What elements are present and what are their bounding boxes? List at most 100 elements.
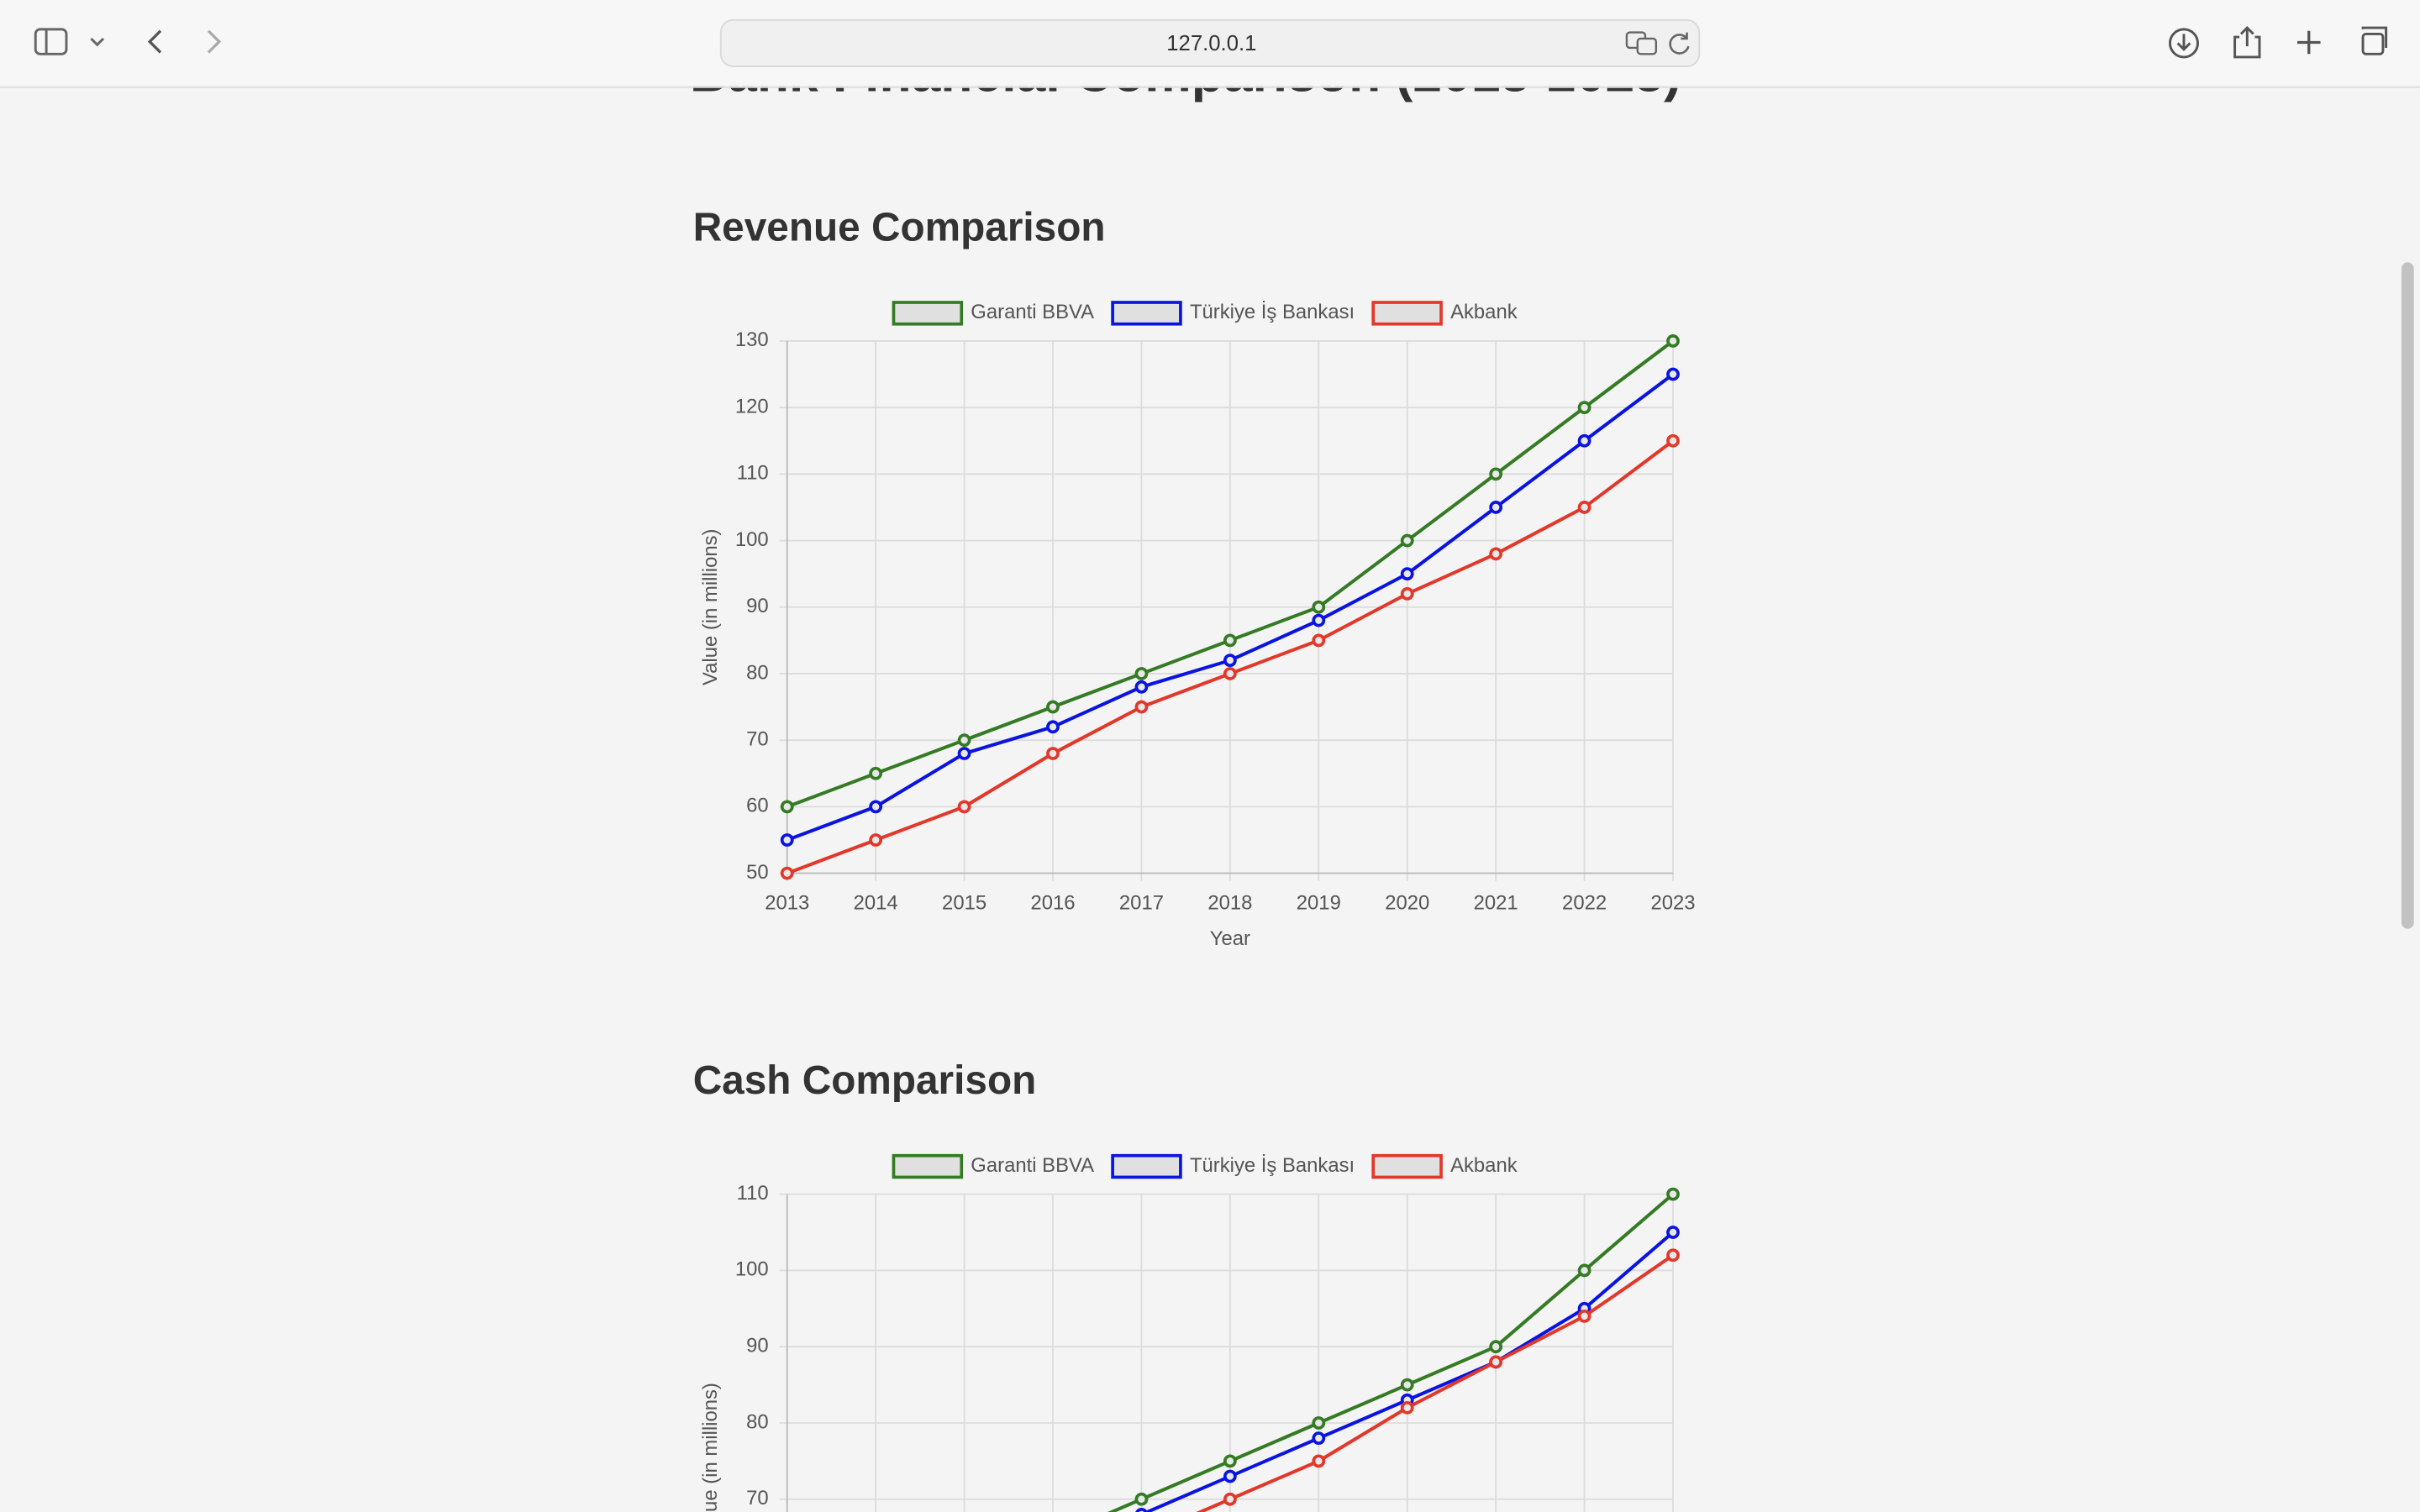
data-point (957, 747, 971, 760)
data-point (1400, 533, 1414, 548)
data-point (1312, 633, 1326, 648)
y-tick-label: 120 (735, 395, 769, 417)
data-point (1666, 367, 1680, 381)
data-point (869, 766, 883, 780)
data-point (1223, 654, 1237, 668)
data-point (1577, 1309, 1591, 1323)
legend-label: Türkiye İş Bankası (1190, 1154, 1355, 1177)
legend-swatch (1111, 301, 1182, 326)
y-tick-label: 110 (737, 462, 769, 485)
legend-label: Garanti BBVA (971, 301, 1094, 323)
data-point (1223, 667, 1237, 680)
data-point (1400, 1378, 1414, 1392)
data-point (780, 800, 794, 814)
data-point (1134, 1492, 1149, 1506)
data-point (1400, 1400, 1414, 1415)
page-content: Bank Financial Comparison (2013-2023) Re… (690, 44, 1696, 1512)
data-point (1577, 401, 1591, 415)
y-tick-label: 110 (737, 1182, 769, 1205)
x-tick-label: 2022 (1562, 892, 1607, 915)
x-tick-label: 2014 (854, 892, 898, 915)
data-point (1046, 747, 1060, 760)
browser-toolbar: 127.0.0.1 (0, 0, 2420, 88)
data-point (1666, 1187, 1680, 1201)
data-point (1312, 1416, 1326, 1430)
legend-label: Garanti BBVA (971, 1154, 1094, 1177)
x-tick-label: 2015 (942, 892, 986, 915)
data-point (869, 833, 883, 847)
x-tick-label: 2016 (1030, 892, 1075, 915)
x-tick-label: 2021 (1474, 892, 1518, 915)
y-tick-label: 80 (746, 661, 769, 684)
data-point (1489, 501, 1503, 514)
url: 127.0.0.1 (1166, 32, 1256, 55)
x-tick-label: 2019 (1297, 892, 1341, 915)
data-point (780, 833, 794, 847)
y-tick-label: 90 (746, 1335, 769, 1357)
data-point (1489, 1340, 1503, 1354)
data-point (1223, 633, 1237, 648)
data-point (1577, 433, 1591, 448)
data-point (1046, 700, 1060, 714)
reload-button[interactable] (1669, 32, 1690, 55)
data-point (1312, 1431, 1326, 1446)
data-point (1312, 1454, 1326, 1468)
y-tick-label: 100 (735, 528, 769, 551)
legend-label: Türkiye İş Bankası (1190, 301, 1355, 323)
translate-button[interactable] (1625, 31, 1658, 55)
legend-label: Akbank (1450, 301, 1518, 323)
data-point (1046, 720, 1060, 734)
x-tick-label: 2017 (1119, 892, 1164, 915)
legend-swatch (892, 301, 964, 326)
legend-swatch (1371, 1153, 1443, 1179)
data-point (957, 800, 971, 814)
forward-button[interactable] (207, 29, 222, 54)
legend-swatch (892, 1153, 964, 1179)
x-tick-label: 2013 (765, 892, 809, 915)
data-point (1489, 1355, 1503, 1369)
address-bar[interactable] (719, 18, 1701, 67)
legend-label: Akbank (1450, 1154, 1518, 1177)
data-point (1312, 600, 1326, 614)
y-tick-label: 130 (735, 328, 769, 351)
x-tick-label: 2023 (1650, 892, 1695, 915)
y-tick-label: 70 (746, 727, 769, 750)
data-point (1400, 567, 1414, 581)
y-axis-title: Value (in millions) (699, 1383, 722, 1512)
back-button[interactable] (147, 29, 162, 54)
data-point (1400, 587, 1414, 601)
legend-swatch (1371, 301, 1443, 326)
data-point (1312, 613, 1326, 627)
scrollbar-thumb[interactable] (2401, 262, 2414, 929)
data-point (1223, 1469, 1237, 1483)
legend-swatch (1111, 1153, 1182, 1179)
sidebar-button[interactable] (34, 28, 105, 55)
chart-title: Revenue Comparison (693, 205, 1106, 249)
y-tick-label: 50 (746, 861, 769, 884)
tabs-button[interactable] (2361, 26, 2388, 55)
y-tick-label: 100 (735, 1258, 769, 1281)
data-point (1489, 547, 1503, 561)
data-point (1135, 1508, 1148, 1512)
new-tab-button[interactable] (2296, 30, 2321, 55)
data-point (1666, 334, 1680, 348)
y-tick-label: 60 (746, 795, 769, 817)
data-point (1577, 501, 1591, 514)
data-point (1134, 667, 1149, 680)
y-tick-label: 70 (746, 1487, 769, 1509)
y-axis-title: Value (in millions) (699, 528, 722, 685)
data-point (1666, 1226, 1680, 1239)
data-point (1223, 1492, 1237, 1506)
data-point (1666, 1248, 1680, 1263)
share-button[interactable] (2233, 25, 2261, 59)
data-point (1134, 680, 1149, 694)
x-tick-label: 2018 (1207, 892, 1252, 915)
downloads-button[interactable] (2168, 28, 2199, 59)
data-point (780, 866, 794, 880)
x-tick-label: 2020 (1385, 892, 1429, 915)
data-point (957, 733, 971, 748)
data-point (1577, 1263, 1591, 1278)
